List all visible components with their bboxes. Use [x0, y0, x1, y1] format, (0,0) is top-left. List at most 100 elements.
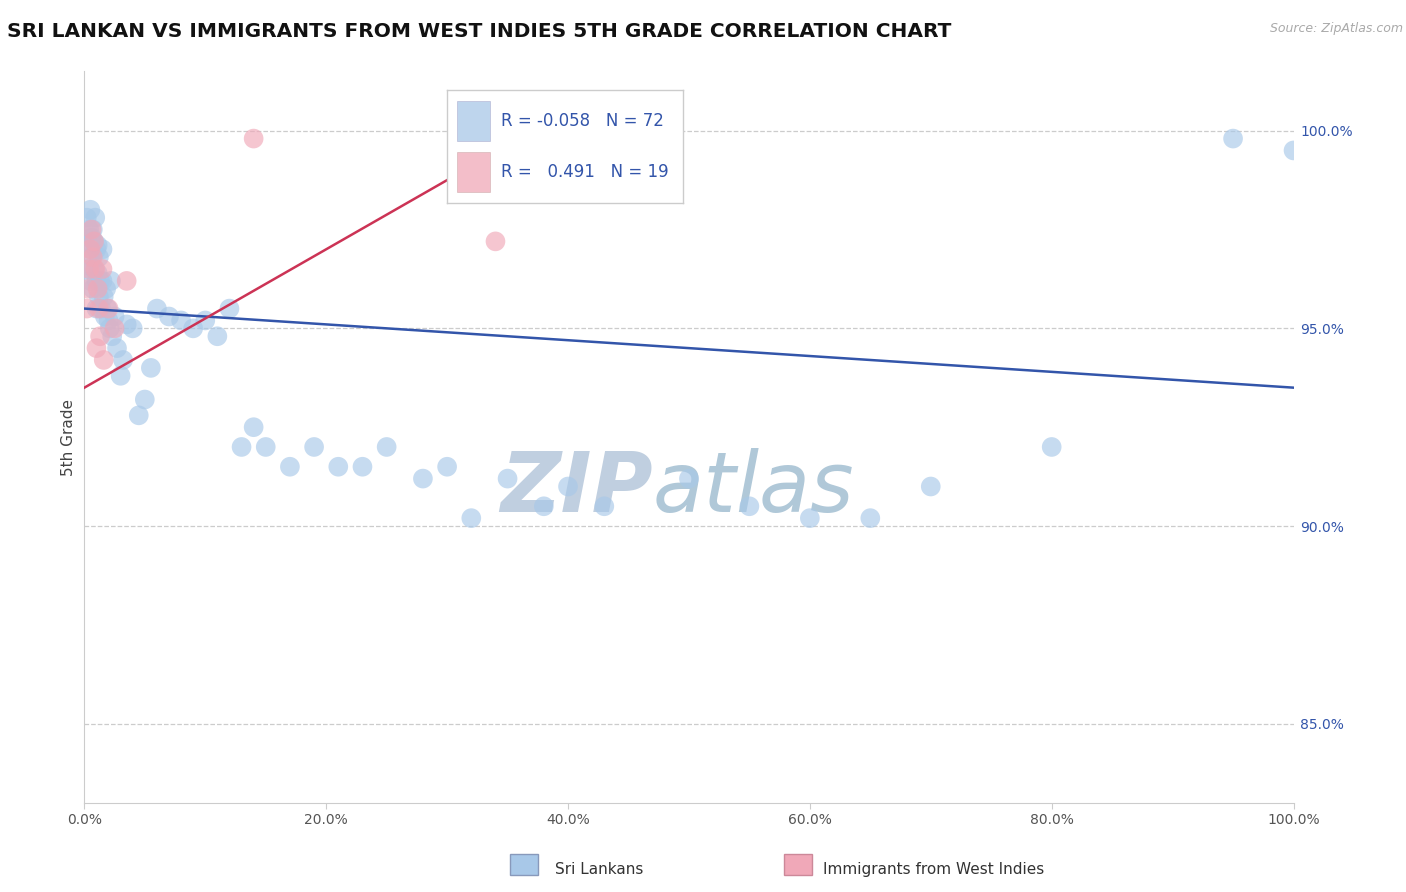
Text: Immigrants from West Indies: Immigrants from West Indies	[823, 863, 1043, 877]
Point	[207, 329, 229, 343]
Point	[83, 235, 105, 249]
Point	[134, 392, 156, 407]
Point	[90, 301, 112, 316]
Point	[83, 235, 105, 249]
Point	[94, 282, 117, 296]
Point	[86, 282, 108, 296]
Point	[278, 459, 301, 474]
Point	[93, 353, 115, 368]
Point	[460, 511, 482, 525]
Point	[352, 459, 374, 474]
Point	[738, 500, 761, 514]
Point	[104, 310, 127, 324]
Y-axis label: 5th Grade: 5th Grade	[60, 399, 76, 475]
Point	[96, 301, 118, 316]
Point	[533, 500, 555, 514]
Point	[557, 479, 579, 493]
Point	[170, 313, 193, 327]
Point	[496, 472, 519, 486]
Point	[86, 242, 108, 256]
Point	[1040, 440, 1063, 454]
Point	[128, 409, 150, 423]
Point	[242, 420, 264, 434]
Point	[231, 440, 253, 454]
Point	[77, 235, 100, 249]
Point	[77, 282, 100, 296]
Point	[194, 313, 217, 327]
Point	[77, 222, 100, 236]
Point	[101, 329, 124, 343]
Point	[91, 274, 114, 288]
Point	[91, 262, 114, 277]
Point	[79, 242, 101, 256]
Point	[83, 262, 105, 277]
Point	[77, 262, 100, 277]
Bar	[457, 152, 489, 192]
Point	[412, 472, 434, 486]
Point	[97, 301, 120, 316]
Point	[218, 301, 240, 316]
Point	[104, 321, 127, 335]
Point	[94, 310, 117, 324]
Point	[84, 262, 107, 277]
Point	[76, 211, 98, 225]
Point	[87, 250, 110, 264]
Point	[79, 202, 101, 217]
Point	[91, 242, 114, 256]
Point	[799, 511, 821, 525]
Point	[86, 266, 108, 280]
Text: Sri Lankans: Sri Lankans	[555, 863, 644, 877]
Point	[100, 274, 122, 288]
Point	[157, 310, 180, 324]
Point	[86, 301, 108, 316]
Point	[86, 274, 108, 288]
Point	[76, 301, 98, 316]
Bar	[785, 854, 813, 875]
Point	[89, 329, 111, 343]
Point	[82, 282, 104, 296]
Point	[112, 353, 135, 368]
Point	[920, 479, 942, 493]
Point	[87, 290, 110, 304]
Point	[79, 274, 101, 288]
Point	[105, 341, 128, 355]
Bar	[509, 854, 538, 875]
Point	[89, 274, 111, 288]
Point	[86, 238, 108, 252]
Point	[79, 242, 101, 256]
Point	[115, 318, 138, 332]
Point	[139, 360, 162, 375]
Point	[82, 250, 104, 264]
Point	[80, 230, 103, 244]
Point	[84, 211, 107, 225]
Point	[375, 440, 398, 454]
Point	[181, 321, 204, 335]
Point	[115, 274, 138, 288]
Point	[1222, 131, 1244, 145]
Point	[1282, 144, 1305, 158]
Text: SRI LANKAN VS IMMIGRANTS FROM WEST INDIES 5TH GRADE CORRELATION CHART: SRI LANKAN VS IMMIGRANTS FROM WEST INDIE…	[7, 22, 952, 41]
Point	[678, 472, 700, 486]
Point	[302, 440, 325, 454]
Point	[328, 459, 350, 474]
Point	[593, 500, 616, 514]
Bar	[457, 101, 489, 141]
Point	[110, 368, 132, 383]
Text: ZIP: ZIP	[501, 448, 652, 529]
Point	[254, 440, 277, 454]
Text: R =   0.491   N = 19: R = 0.491 N = 19	[502, 163, 669, 181]
Text: atlas: atlas	[652, 448, 855, 529]
Point	[146, 301, 169, 316]
Point	[242, 131, 264, 145]
Point	[86, 341, 108, 355]
Point	[121, 321, 143, 335]
Text: R = -0.058   N = 72: R = -0.058 N = 72	[502, 112, 664, 130]
Point	[484, 235, 506, 249]
Point	[82, 222, 104, 236]
Point	[859, 511, 882, 525]
Point	[77, 262, 100, 277]
Point	[93, 290, 115, 304]
Point	[436, 459, 458, 474]
Point	[80, 250, 103, 264]
Point	[97, 313, 120, 327]
